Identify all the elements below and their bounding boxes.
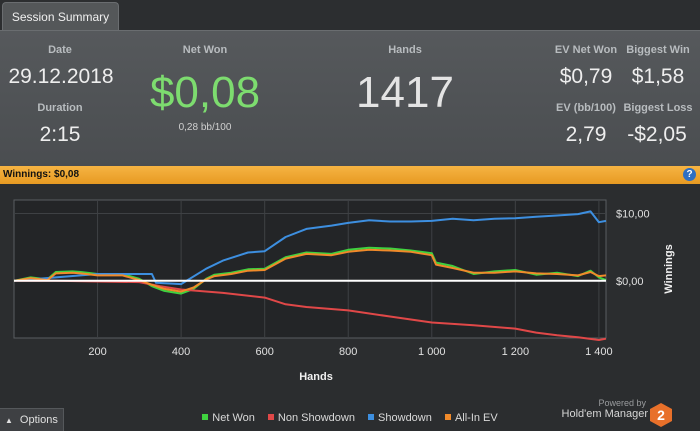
x-tick-label: 600 [255,346,273,358]
date-value: 29.12.2018 [8,65,114,88]
winnings-summary: Winnings: $0,08 [3,169,79,180]
product-name: Hold'em Manager [561,408,648,420]
plot-area [13,199,607,339]
options-button[interactable]: ▲ Options [0,408,64,431]
legend-item-all-in-ev[interactable]: All-In EV [444,412,498,424]
hands-label: Hands [388,44,422,56]
y-tick-label: $10,00 [616,208,650,220]
powered-by-text: Powered by [598,398,646,408]
biggest-loss-value: -$2,05 [627,123,687,146]
series-line-non-showdown [14,279,607,341]
y-axis-title: Winnings [663,244,675,293]
biggest-win-value: $1,58 [631,65,685,88]
duration-value: 2:15 [39,123,81,146]
net-won-bb100: 0,28 bb/100 [178,122,232,133]
hm2-logo-icon: 2 [650,403,672,427]
x-tick-label: 200 [88,346,106,358]
legend-item-net-won[interactable]: Net Won [202,412,255,424]
legend-label: Non Showdown [277,412,355,424]
date-label: Date [48,44,72,56]
ev-bb100-label: EV (bb/100) [556,102,616,114]
legend-swatch [368,414,375,420]
winnings-label: Winnings: [3,169,52,180]
legend-label: Showdown [378,412,432,424]
legend-item-non-showdown[interactable]: Non Showdown [267,412,355,424]
series-line-all-in-ev [13,248,607,293]
options-label: Options [19,414,58,426]
y-tick-label: $0,00 [616,276,644,288]
legend-swatch [202,414,209,420]
x-tick-label: 1 400 [585,346,613,358]
chart-legend: Net Won Non Showdown Showdown All-In EV [0,412,700,426]
series-line-showdown [13,210,607,286]
winnings-value: $0,08 [54,169,80,180]
x-tick-label: 1 200 [502,346,530,358]
x-tick-label: 800 [339,346,357,358]
net-won-value: $0,08 [149,68,261,117]
session-summary-panel: Date 29.12.2018 Duration 2:15 Net Won $0… [0,30,700,168]
duration-label: Duration [37,102,83,114]
help-icon[interactable]: ? [683,168,696,181]
x-tick-label: 400 [172,346,190,358]
biggest-loss-label: Biggest Loss [623,102,693,114]
biggest-win-label: Biggest Win [626,44,690,56]
winnings-chart: 200 400 600 800 1 000 1 200 1 400 $0,00 $10,00 H… [0,184,700,431]
x-axis-title: Hands [299,371,333,383]
legend-item-showdown[interactable]: Showdown [368,412,432,424]
hands-value: 1417 [356,68,454,117]
ev-bb100-value: 2,79 [565,123,607,146]
logo-number: 2 [657,407,665,423]
tab-session-summary[interactable]: Session Summary [2,2,119,30]
chevron-up-icon: ▲ [5,415,13,425]
ev-net-won-label: EV Net Won [554,44,618,56]
chart-svg: 200 400 600 800 1 000 1 200 1 400 $0,00 $10,00 H… [13,199,675,383]
tab-bar: Session Summary [0,0,700,30]
legend-label: All-In EV [454,412,498,424]
winnings-bar: Winnings: $0,08 ? [0,166,700,184]
legend-swatch [267,414,274,420]
net-won-label: Net Won [182,44,228,56]
x-tick-label: 1 000 [418,346,446,358]
legend-swatch [444,414,451,420]
legend-label: Net Won [212,412,255,424]
ev-net-won-value: $0,79 [559,65,613,88]
